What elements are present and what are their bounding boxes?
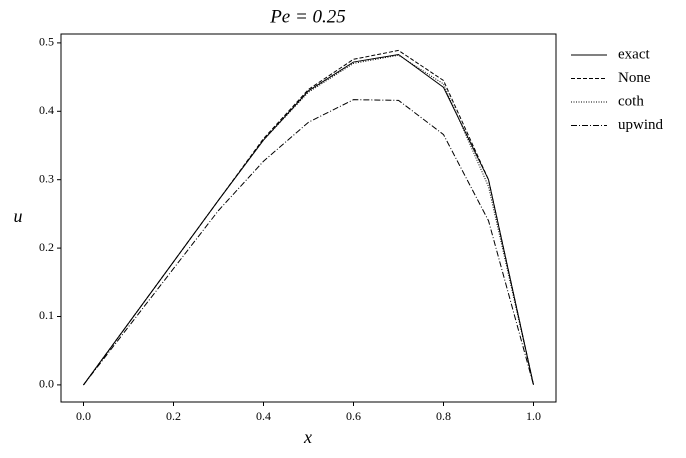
y-tick-label: 0.0	[39, 377, 54, 391]
x-tick-label: 0.4	[256, 409, 271, 423]
series-line	[83, 99, 534, 386]
legend-label: exact	[618, 46, 650, 62]
legend-label: upwind	[618, 117, 664, 133]
series-line	[83, 54, 534, 386]
x-tick-label: 0.0	[76, 409, 91, 423]
chart-title: Pe = 0.25	[269, 6, 346, 27]
legend-label: None	[618, 70, 651, 86]
series-line	[83, 49, 534, 386]
x-tick-label: 0.2	[166, 409, 181, 423]
y-tick-label: 0.3	[39, 171, 54, 185]
x-axis-label: x	[303, 427, 312, 447]
x-tick-label: 0.8	[436, 409, 451, 423]
y-tick-label: 0.5	[39, 35, 54, 49]
y-tick-label: 0.2	[39, 240, 54, 254]
x-tick-label: 0.6	[346, 409, 361, 423]
plot-frame	[60, 33, 557, 403]
x-tick-label: 1.0	[526, 409, 541, 423]
legend-label: coth	[618, 93, 644, 109]
y-axis-label: u	[14, 206, 23, 226]
y-tick-label: 0.4	[39, 103, 54, 117]
series-line	[83, 53, 534, 386]
y-tick-label: 0.1	[39, 308, 54, 322]
